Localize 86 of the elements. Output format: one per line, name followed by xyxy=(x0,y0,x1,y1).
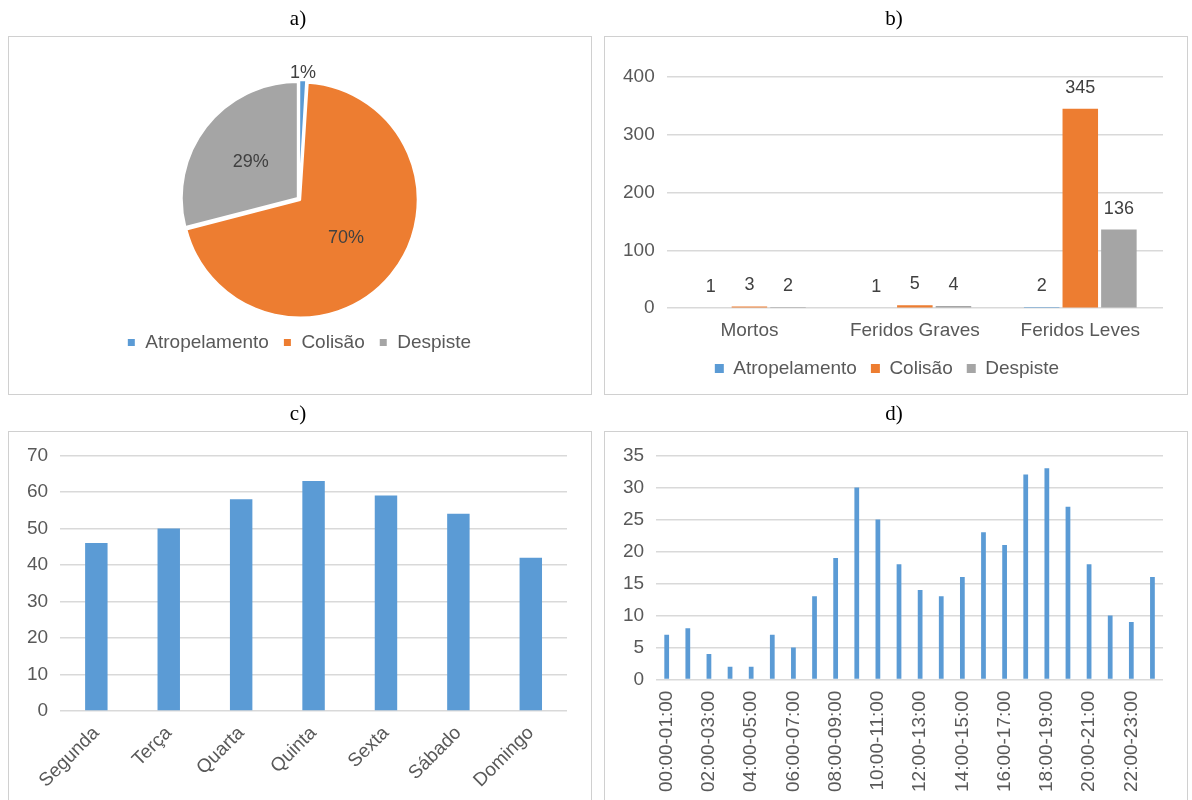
bar xyxy=(229,499,253,711)
bar xyxy=(685,628,691,679)
y-tick-label: 30 xyxy=(622,475,645,497)
data-label: 1 xyxy=(705,275,716,296)
data-label: 5 xyxy=(909,273,920,294)
legend-label: Despiste xyxy=(985,356,1060,378)
y-tick-label: 0 xyxy=(633,667,645,689)
y-tick-label: 20 xyxy=(622,539,645,561)
bar xyxy=(519,557,543,711)
x-tick-label: Feridos Graves xyxy=(849,318,980,340)
y-tick-label: 5 xyxy=(633,635,645,657)
bar xyxy=(1101,229,1137,308)
y-tick-label: 40 xyxy=(26,553,49,575)
data-label: 1 xyxy=(871,275,882,296)
bar xyxy=(748,666,754,679)
x-tick-label: 08:00-09:00 xyxy=(823,690,845,792)
y-tick-label: 35 xyxy=(622,443,645,465)
y-tick-label: 200 xyxy=(623,180,655,202)
bar xyxy=(897,305,933,308)
y-tick-label: 70 xyxy=(26,443,49,465)
x-tick-label: 20:00-21:00 xyxy=(1077,690,1099,792)
bar xyxy=(1002,545,1007,679)
legend-label: Atropelamento xyxy=(733,356,857,378)
legend-label: Despiste xyxy=(397,330,472,352)
chart-title: b) xyxy=(884,5,904,32)
legend-label: Colisão xyxy=(301,330,365,352)
legend-label: Colisão xyxy=(889,356,953,378)
data-label: 345 xyxy=(1065,76,1096,97)
y-tick-label: 10 xyxy=(26,662,49,684)
y-tick-label: 30 xyxy=(26,589,49,611)
x-tick-label: 06:00-07:00 xyxy=(781,690,803,792)
data-label: 3 xyxy=(744,274,755,295)
legend-label: Atropelamento xyxy=(145,330,269,352)
bar xyxy=(1023,474,1029,679)
chart-title: d) xyxy=(884,400,904,427)
y-tick-label: 400 xyxy=(623,65,655,87)
data-label: 29% xyxy=(232,150,269,171)
chart-title: c) xyxy=(288,400,308,427)
bar xyxy=(664,634,670,679)
bar xyxy=(769,634,775,679)
y-tick-label: 50 xyxy=(26,516,49,538)
bar xyxy=(374,495,398,711)
x-tick-label: 04:00-05:00 xyxy=(739,690,761,792)
x-tick-label: Mortos xyxy=(720,318,779,340)
bar xyxy=(1107,615,1113,679)
data-label: 136 xyxy=(1103,197,1134,218)
x-tick-label: 12:00-13:00 xyxy=(908,690,930,792)
y-tick-label: 15 xyxy=(622,571,645,593)
bar xyxy=(1062,108,1099,308)
y-tick-label: 10 xyxy=(622,603,645,625)
bar xyxy=(981,532,986,679)
bar xyxy=(447,513,470,711)
data-label: 4 xyxy=(948,273,959,294)
y-tick-label: 20 xyxy=(26,626,49,648)
data-label: 2 xyxy=(783,275,794,296)
y-tick-label: 25 xyxy=(622,507,645,529)
x-tick-label: 02:00-03:00 xyxy=(697,690,719,792)
bar xyxy=(157,528,180,711)
y-tick-label: 0 xyxy=(37,699,49,721)
bar xyxy=(1150,577,1155,679)
x-tick-label: 00:00-01:00 xyxy=(654,690,676,792)
y-tick-label: 100 xyxy=(623,238,655,260)
x-tick-label: 18:00-19:00 xyxy=(1035,690,1057,792)
bar xyxy=(833,557,839,679)
bar xyxy=(85,543,108,711)
bar xyxy=(302,480,325,711)
data-label: 70% xyxy=(327,226,365,247)
chart-title: a) xyxy=(288,5,308,32)
x-tick-label: 14:00-15:00 xyxy=(950,690,972,792)
y-tick-label: 0 xyxy=(644,296,655,318)
bar xyxy=(791,647,796,679)
data-label: 1% xyxy=(289,62,316,83)
bar xyxy=(854,487,860,679)
bar xyxy=(1044,468,1050,679)
bar xyxy=(812,596,817,679)
bar xyxy=(1128,621,1134,679)
x-tick-label: 10:00-11:00 xyxy=(866,690,888,791)
y-tick-label: 300 xyxy=(623,123,655,145)
data-label: 2 xyxy=(1036,275,1047,296)
x-tick-label: 16:00-17:00 xyxy=(992,690,1014,792)
x-tick-label: Feridos Leves xyxy=(1020,318,1140,340)
bar xyxy=(959,577,965,679)
bar xyxy=(938,596,944,679)
bar xyxy=(917,589,923,679)
x-tick-label: 22:00-23:00 xyxy=(1119,690,1141,792)
y-tick-label: 60 xyxy=(26,480,49,502)
